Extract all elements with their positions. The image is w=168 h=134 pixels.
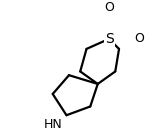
Text: S: S bbox=[105, 32, 113, 46]
Text: HN: HN bbox=[44, 118, 63, 131]
Text: O: O bbox=[104, 1, 114, 14]
Text: O: O bbox=[135, 32, 144, 45]
